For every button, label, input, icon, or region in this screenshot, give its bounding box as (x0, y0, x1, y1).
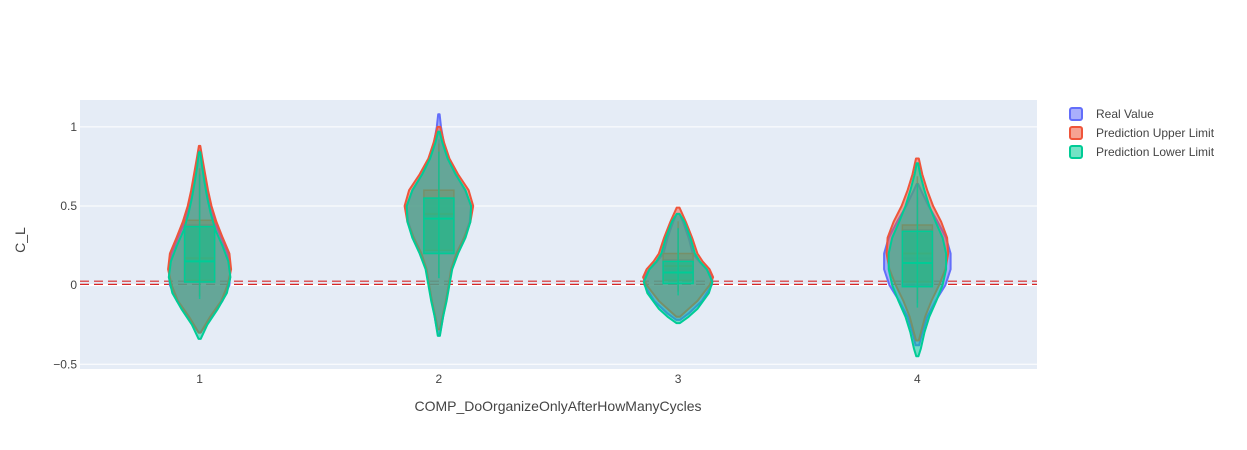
legend-label[interactable]: Prediction Upper Limit (1096, 126, 1215, 140)
y-tick-label: −0.5 (53, 357, 77, 371)
reference-lines (80, 280, 1037, 285)
y-axis-title: C_L (12, 227, 28, 253)
violin-box (901, 230, 934, 288)
plot-area (80, 100, 1037, 369)
y-tick-label: 0.5 (60, 199, 77, 213)
violin-box (423, 197, 455, 255)
violin-box (183, 225, 216, 283)
y-tick-label: 1 (70, 120, 77, 134)
y-tick-label: 0 (70, 278, 77, 292)
legend: Real Value Prediction Upper Limit Predicti… (1069, 107, 1215, 159)
x-axis-title: COMP_DoOrganizeOnlyAfterHowManyCycles (414, 398, 701, 414)
grid-lines (80, 126, 1037, 365)
violins (167, 113, 952, 358)
x-tick-label: 2 (436, 372, 443, 386)
x-axis-ticks: 1 2 3 4 (196, 372, 921, 386)
y-axis-ticks: 1 0.5 0 −0.5 (53, 120, 77, 371)
x-tick-label: 4 (914, 372, 921, 386)
legend-swatch[interactable] (1069, 145, 1083, 159)
x-tick-label: 3 (675, 372, 682, 386)
x-tick-label: 1 (196, 372, 203, 386)
legend-label[interactable]: Real Value (1096, 107, 1154, 121)
legend-swatch[interactable] (1069, 126, 1083, 140)
legend-label[interactable]: Prediction Lower Limit (1096, 145, 1215, 159)
legend-swatch[interactable] (1069, 107, 1083, 121)
